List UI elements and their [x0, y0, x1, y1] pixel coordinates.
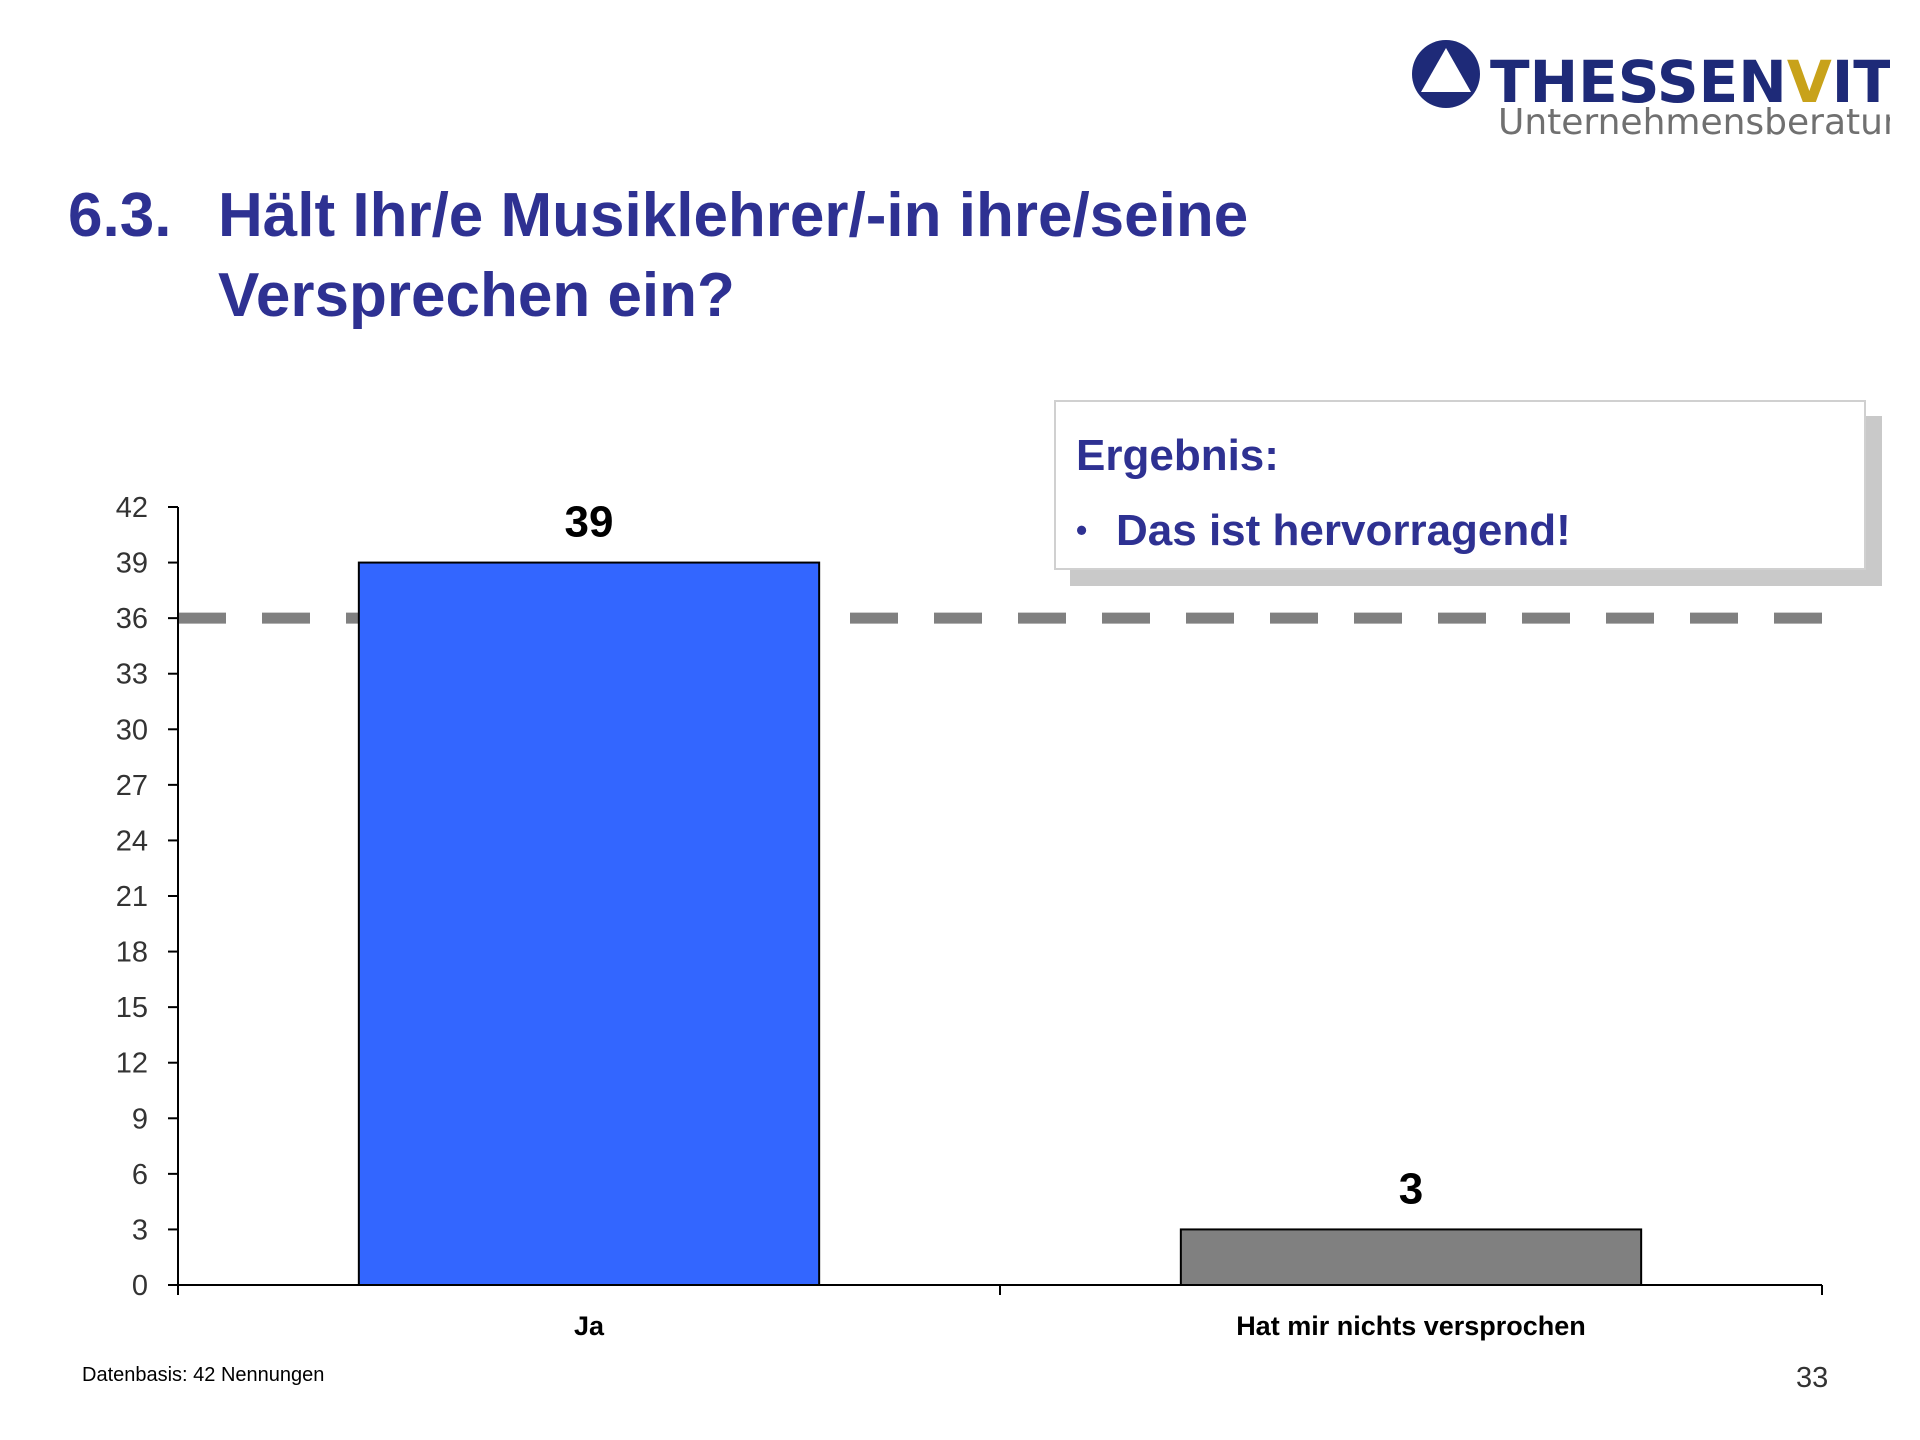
logo-wordmark: THESSENVITZ	[1490, 48, 1890, 116]
y-tick-label-11: 33	[116, 659, 148, 691]
data-basis-note: Datenbasis: 42 Nennungen	[82, 1364, 325, 1386]
thessenvitz-logo: THESSENVITZ Unternehmensberatung	[1410, 34, 1890, 152]
slide-title: Hält Ihr/e Musiklehrer/-in ihre/seine Ve…	[218, 181, 1249, 330]
logo-wordmark-part3: ITZ	[1832, 48, 1890, 116]
bar-2	[1179, 1228, 1643, 1287]
data-label-2: 3	[1399, 1164, 1423, 1213]
y-tick-label-7: 21	[116, 881, 148, 913]
bar-1	[357, 561, 821, 1286]
y-tick-label-2: 6	[132, 1159, 148, 1191]
result-bullet-item: • Das ist hervorragend!	[1076, 502, 1864, 559]
y-tick-label-13: 39	[116, 548, 148, 580]
y-tick-label-1: 3	[132, 1214, 148, 1246]
result-box: Ergebnis: • Das ist hervorragend!	[1054, 400, 1866, 570]
logo-wordmark-accent: V	[1787, 48, 1832, 116]
y-tick-label-4: 12	[116, 1048, 148, 1080]
data-label-1: 39	[565, 498, 614, 547]
category-label-1: Ja	[574, 1311, 605, 1341]
y-tick-label-10: 30	[116, 714, 148, 746]
logo-wordmark-part1: THESSEN	[1490, 48, 1787, 116]
y-tick-label-5: 15	[116, 992, 148, 1024]
y-tick-label-8: 24	[116, 825, 148, 857]
logo-triangle-icon	[1421, 48, 1471, 92]
slide-title-number: 6.3.	[68, 181, 172, 250]
result-bullet-text: Das ist hervorragend!	[1116, 506, 1571, 555]
logo-subtitle: Unternehmensberatung	[1498, 102, 1890, 143]
y-tick-label-12: 36	[116, 603, 148, 635]
category-label-2: Hat mir nichts versprochen	[1236, 1311, 1586, 1341]
bullet-icon: •	[1076, 512, 1088, 548]
y-tick-label-0: 0	[132, 1270, 148, 1302]
y-tick-label-3: 9	[132, 1103, 148, 1135]
y-tick-label-6: 18	[116, 937, 148, 969]
result-heading: Ergebnis:	[1076, 431, 1279, 480]
y-tick-label-14: 42	[116, 492, 148, 524]
page-number: 33	[1796, 1362, 1829, 1394]
y-tick-label-9: 27	[116, 770, 148, 802]
